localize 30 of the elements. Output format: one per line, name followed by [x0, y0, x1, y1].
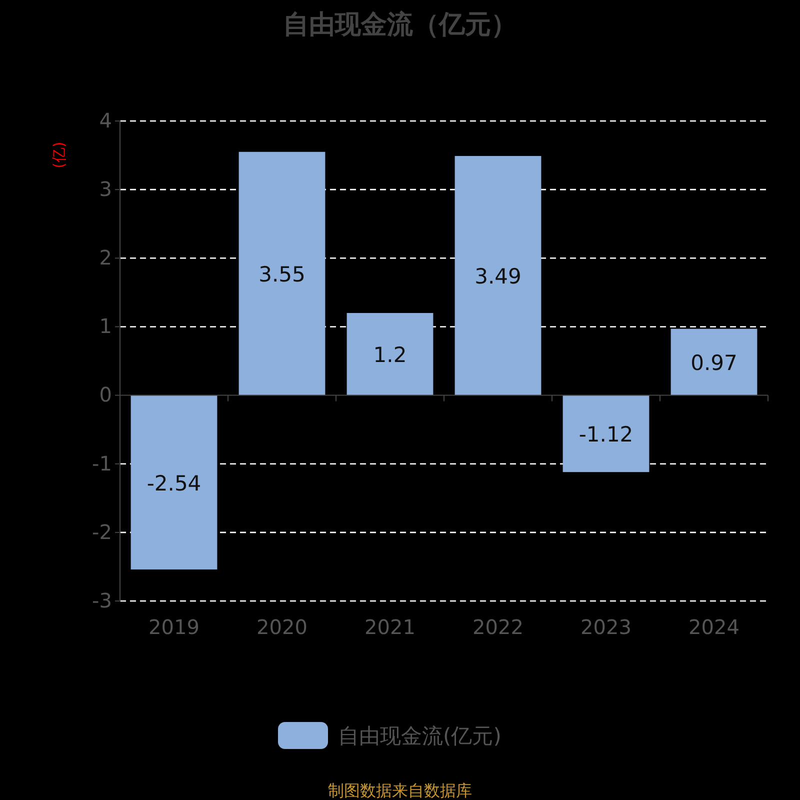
y-tick-label: -2 [92, 520, 112, 544]
data-label: 0.97 [690, 351, 738, 376]
bar [454, 156, 542, 396]
bar [562, 395, 650, 472]
data-label: 1.2 [373, 343, 407, 368]
y-axis-title: (亿) [50, 142, 68, 168]
text: 制图数据来自数据库 [328, 781, 472, 800]
y-tick-label: 0 [99, 382, 112, 407]
bar [670, 328, 758, 396]
y-tick-label: -3 [92, 588, 112, 612]
y-tick-label: 1 [99, 314, 112, 338]
y-tick-label: -1 [92, 451, 112, 476]
y-tick-label: 3 [99, 176, 112, 201]
x-tick-label: 2019 [148, 615, 200, 639]
chart-title: 自由现金流（亿元） [283, 10, 517, 40]
data-label: 3.55 [258, 262, 306, 287]
data-label: -1.12 [578, 422, 634, 447]
y-tick-label: 2 [99, 246, 112, 270]
x-tick-label: 2024 [688, 615, 740, 639]
bar [130, 395, 218, 570]
x-tick-label: 2022 [472, 615, 524, 639]
x-tick-label: 2020 [256, 615, 308, 639]
bar [238, 152, 326, 396]
x-tick-label: 2021 [364, 615, 416, 639]
bar [346, 313, 434, 396]
data-label: 3.49 [474, 264, 522, 289]
data-label: -2.54 [146, 471, 202, 496]
legend-label: 自由现金流(亿元) [338, 724, 502, 748]
x-tick-label: 2023 [580, 615, 632, 639]
y-tick-label: 4 [99, 108, 112, 132]
